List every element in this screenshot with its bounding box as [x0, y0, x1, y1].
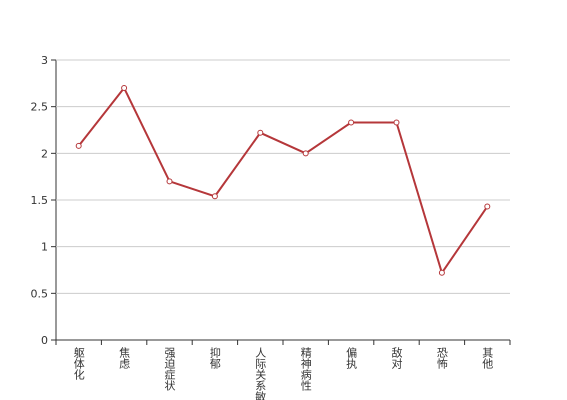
- point: [211, 193, 218, 200]
- x-tick-label: 强迫症状: [163, 347, 176, 391]
- x-tick-label: 人际关系敏感: [254, 347, 267, 400]
- x-tick-label: 焦虑: [118, 347, 131, 369]
- point: [166, 178, 173, 185]
- x-tick-label: 抑郁: [208, 346, 221, 369]
- x-tick-label: 敌对: [390, 346, 403, 369]
- x-tick-label: 偏执: [345, 346, 358, 370]
- y-tick-label: 2.5: [31, 101, 49, 114]
- x-tick-label: 躯体化: [72, 347, 85, 381]
- point: [121, 85, 128, 91]
- x-tick-label: 其他: [481, 347, 494, 369]
- point: [484, 203, 491, 210]
- point: [393, 119, 400, 126]
- y-tick-label: 0.5: [31, 287, 49, 300]
- point: [257, 129, 264, 136]
- y-tick-label: 3: [41, 54, 48, 67]
- y-tick-label: 2: [41, 147, 48, 160]
- y-tick-label: 0: [41, 334, 48, 347]
- y-tick-label: 1.5: [31, 194, 49, 207]
- y-tick-label: 1: [41, 241, 48, 254]
- point: [75, 142, 82, 149]
- point: [302, 150, 309, 157]
- x-tick-label: 精神病性: [299, 347, 312, 392]
- point: [438, 269, 445, 276]
- point: [348, 119, 355, 126]
- line: [77, 86, 489, 276]
- x-tick-label: 恐怖: [435, 347, 448, 369]
